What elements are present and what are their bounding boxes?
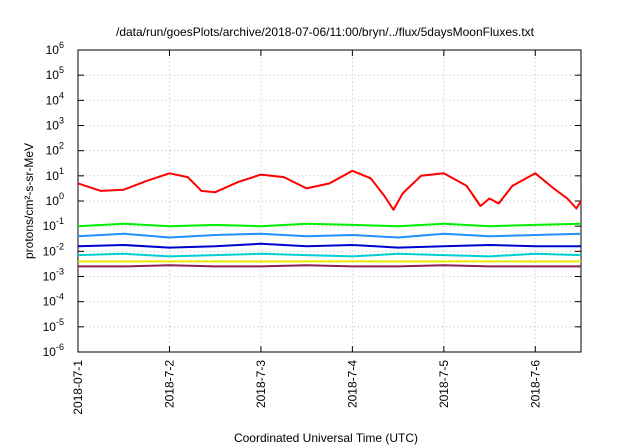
x-tick-label: 2018-7-2 (162, 360, 176, 408)
series-line-3 (77, 232, 582, 239)
y-axis-label: protons/cm²-s-sr-MeV (22, 143, 36, 259)
y-tick-label: 104 (46, 90, 64, 107)
y-tick-label: 106 (46, 40, 64, 57)
y-tick-label: 10-6 (43, 342, 64, 359)
y-tick-label: 10-2 (43, 241, 64, 258)
plot-frame (77, 49, 582, 353)
series-line-1 (77, 169, 582, 211)
y-axis-ticks: 10-6 10-5 10-4 10-3 10-2 10-1 100 101 102 103 104 1… (43, 40, 581, 359)
series-line-4 (77, 242, 581, 249)
x-tick-label: 2018-7-5 (437, 360, 451, 408)
x-tick-label: 2018-7-3 (254, 360, 268, 408)
x-tick-label: 2018-7-4 (345, 360, 359, 408)
chart-title: /data/run/goesPlots/archive/2018-07-06/1… (116, 25, 535, 39)
y-tick-label: 105 (46, 65, 64, 82)
y-tick-label: 10-4 (43, 292, 64, 309)
y-tick-label: 100 (46, 191, 64, 208)
y-tick-label: 10-3 (43, 267, 64, 284)
series-line-2 (77, 222, 582, 228)
y-tick-label: 102 (46, 141, 64, 158)
x-tick-label: 2018-7-6 (528, 360, 542, 408)
grid (78, 50, 581, 352)
series-line-5 (77, 252, 582, 258)
x-tick-label: 2018-07-1 (71, 360, 85, 415)
y-tick-label: 101 (46, 166, 64, 183)
y-tick-label: 10-5 (43, 317, 64, 334)
y-tick-label: 103 (46, 116, 64, 133)
series-line-7 (78, 264, 581, 268)
x-axis-label: Coordinated Universal Time (UTC) (234, 431, 418, 445)
series-lines (77, 169, 582, 268)
x-axis-ticks: 2018-07-1 2018-7-2 2018-7-3 2018-7-4 2018-7-… (71, 50, 542, 415)
y-tick-label: 10-1 (43, 216, 64, 233)
